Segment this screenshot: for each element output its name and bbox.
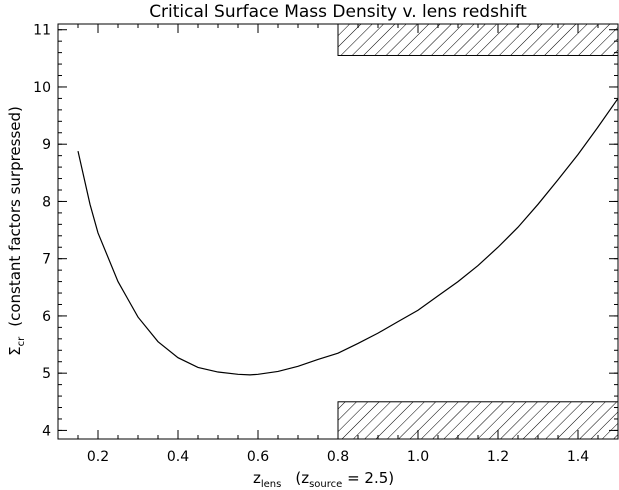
y-tick-label: 8 xyxy=(42,194,51,210)
svg-text:zlens(zsource = 2.5): zlens (zsource = 2.5) xyxy=(253,469,394,490)
xlabel-main: z xyxy=(253,469,261,487)
y-tick-label: 4 xyxy=(42,423,51,439)
series-line xyxy=(77,98,619,376)
hatched-region-0 xyxy=(337,23,619,56)
ylabel-rest: (constant factors surpressed) xyxy=(6,106,24,327)
x-tick-labels: 0.2 0.4 0.6 0.8 1.0 1.2 1.4 xyxy=(87,449,589,465)
y-tick-label: 9 xyxy=(42,137,51,153)
x-tick-label: 0.8 xyxy=(327,449,349,465)
y-tick-label: 5 xyxy=(42,366,51,382)
y-tick-labels: 4 5 6 7 8 9 10 11 xyxy=(33,23,51,440)
x-tick-label: 1.2 xyxy=(487,449,509,465)
xlabel-paren-sub: source xyxy=(309,479,342,490)
x-tick-label: 1.4 xyxy=(567,449,589,465)
ylabel-symbol: Σ xyxy=(6,346,24,355)
excluded-regions xyxy=(337,23,619,440)
x-tick-label: 1.0 xyxy=(407,449,429,465)
svg-text:Σcr(constant factors surpresse: Σcr (constant factors surpressed) xyxy=(6,106,27,356)
xlabel-paren-open: (z xyxy=(295,469,309,487)
y-axis-label: Σcr (constant factors surpressed) xyxy=(6,106,27,356)
plot-frame xyxy=(57,23,619,440)
x-tick-label: 0.4 xyxy=(167,449,189,465)
y-tick-label: 10 xyxy=(33,80,51,96)
xlabel-main-sub: lens xyxy=(261,479,281,490)
y-tick-label: 11 xyxy=(33,23,51,39)
axis-ticks xyxy=(57,24,619,439)
chart-title: Critical Surface Mass Density v. lens re… xyxy=(149,2,527,22)
y-tick-label: 6 xyxy=(42,309,51,325)
y-tick-label: 7 xyxy=(42,252,51,268)
hatched-region-1 xyxy=(337,401,619,440)
x-tick-label: 0.6 xyxy=(247,449,269,465)
xlabel-paren-rest: = 2.5) xyxy=(342,469,394,487)
ylabel-symbol-sub: cr xyxy=(16,336,27,346)
x-tick-label: 0.2 xyxy=(87,449,109,465)
x-axis-label: zlens (zsource = 2.5) xyxy=(253,469,394,490)
